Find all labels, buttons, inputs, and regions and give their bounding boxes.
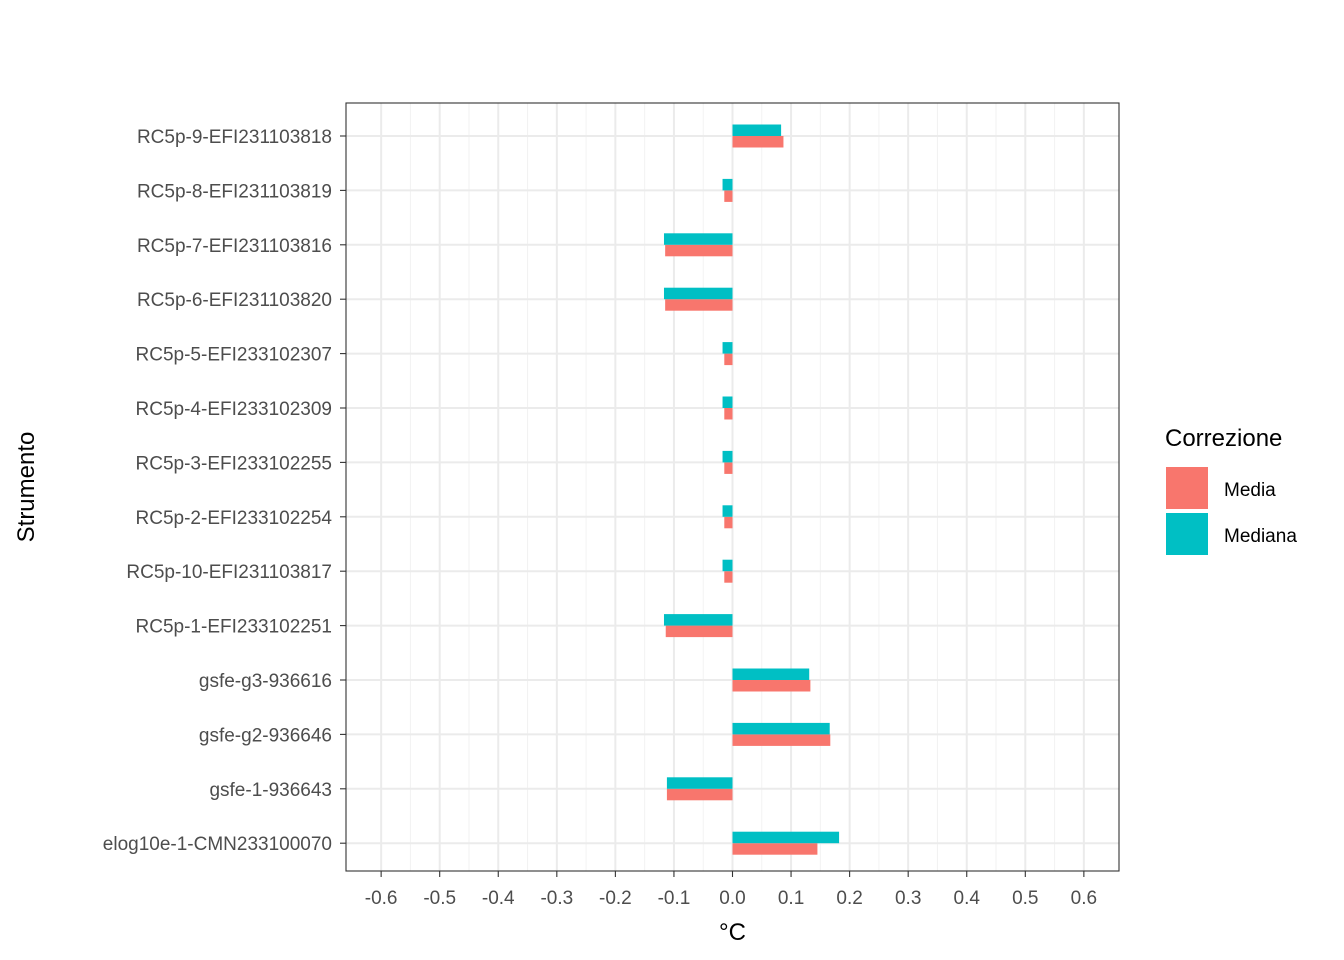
bar-media-6	[724, 408, 733, 420]
bar-mediana-2	[722, 178, 733, 191]
x-tick-label: 0.4	[954, 888, 981, 909]
x-tick-label: -0.6	[365, 888, 398, 909]
legend-label-mediana: Mediana	[1224, 526, 1297, 547]
y-tick-label: RC5p-3-EFI233102255	[136, 453, 332, 474]
y-tick-label: RC5p-7-EFI231103816	[137, 236, 332, 257]
y-tick-label: RC5p-6-EFI231103820	[137, 290, 332, 311]
x-axis-title: °C	[719, 919, 746, 946]
bar-media-10	[665, 625, 733, 638]
bar-media-7	[724, 462, 733, 474]
x-tick-label: -0.2	[599, 888, 632, 909]
y-axis: RC5p-9-EFI231103818 RC5p-8-EFI231103819 RC…	[103, 127, 346, 855]
bar-media-8	[724, 516, 733, 529]
x-axis: -0.6 -0.5 -0.4 -0.3 -0.2 -0.1 0.0 0.1 0.2 0.3 0.4 0…	[365, 871, 1097, 909]
bar-mediana-3	[663, 233, 733, 245]
bar-media-1	[732, 136, 784, 148]
y-tick-label: gsfe-g2-936646	[199, 725, 332, 746]
x-tick-label: 0.0	[719, 888, 745, 909]
bar-media-3	[665, 244, 733, 257]
bars	[663, 124, 840, 855]
y-tick-label: RC5p-4-EFI233102309	[136, 399, 332, 420]
legend-title: Correzione	[1165, 425, 1282, 452]
bar-mediana-6	[722, 396, 733, 408]
bar-media-4	[665, 299, 733, 311]
y-tick-label: RC5p-1-EFI233102251	[136, 617, 332, 638]
bar-media-5	[724, 353, 733, 366]
x-tick-label: -0.3	[540, 888, 573, 909]
bar-media-9	[724, 571, 733, 583]
y-axis-title: Strumento	[13, 432, 40, 543]
legend: Correzione Media Mediana	[1165, 425, 1297, 555]
bar-media-14	[732, 843, 818, 855]
y-tick-label: RC5p-9-EFI231103818	[137, 127, 332, 148]
legend-key-media	[1166, 467, 1208, 509]
bar-mediana-8	[722, 505, 733, 517]
y-tick-label: gsfe-g3-936616	[199, 671, 332, 692]
minor-gridlines	[409, 103, 1056, 871]
x-tick-label: 0.1	[778, 888, 804, 909]
bar-mediana-9	[722, 559, 733, 572]
bar-mediana-5	[722, 342, 733, 354]
x-tick-label: 0.6	[1071, 888, 1097, 909]
y-tick-label: RC5p-5-EFI233102307	[136, 345, 332, 366]
bar-mediana-14	[732, 831, 840, 844]
x-tick-label: -0.5	[423, 888, 456, 909]
x-tick-label: 0.3	[895, 888, 921, 909]
bar-mediana-12	[732, 722, 830, 735]
legend-key-mediana	[1166, 513, 1208, 555]
y-tick-label: elog10e-1-CMN233100070	[103, 834, 332, 855]
x-tick-label: 0.5	[1012, 888, 1038, 909]
bar-mediana-4	[663, 287, 733, 300]
bar-mediana-13	[666, 777, 733, 789]
bar-media-11	[732, 680, 811, 692]
bar-mediana-7	[722, 450, 733, 463]
y-tick-label: RC5p-2-EFI233102254	[136, 508, 333, 529]
bar-mediana-1	[732, 124, 782, 136]
x-tick-label: 0.2	[836, 888, 862, 909]
x-tick-label: -0.4	[482, 888, 515, 909]
x-tick-label: -0.1	[658, 888, 691, 909]
bar-mediana-10	[663, 614, 733, 626]
y-tick-label: RC5p-10-EFI231103817	[126, 562, 332, 583]
y-tick-label: RC5p-8-EFI231103819	[137, 181, 332, 202]
bar-media-12	[732, 734, 831, 746]
bar-media-13	[666, 788, 733, 801]
legend-label-media: Media	[1224, 480, 1276, 501]
bar-mediana-11	[732, 668, 810, 680]
y-tick-label: gsfe-1-936643	[209, 780, 332, 801]
bar-media-2	[724, 190, 733, 202]
